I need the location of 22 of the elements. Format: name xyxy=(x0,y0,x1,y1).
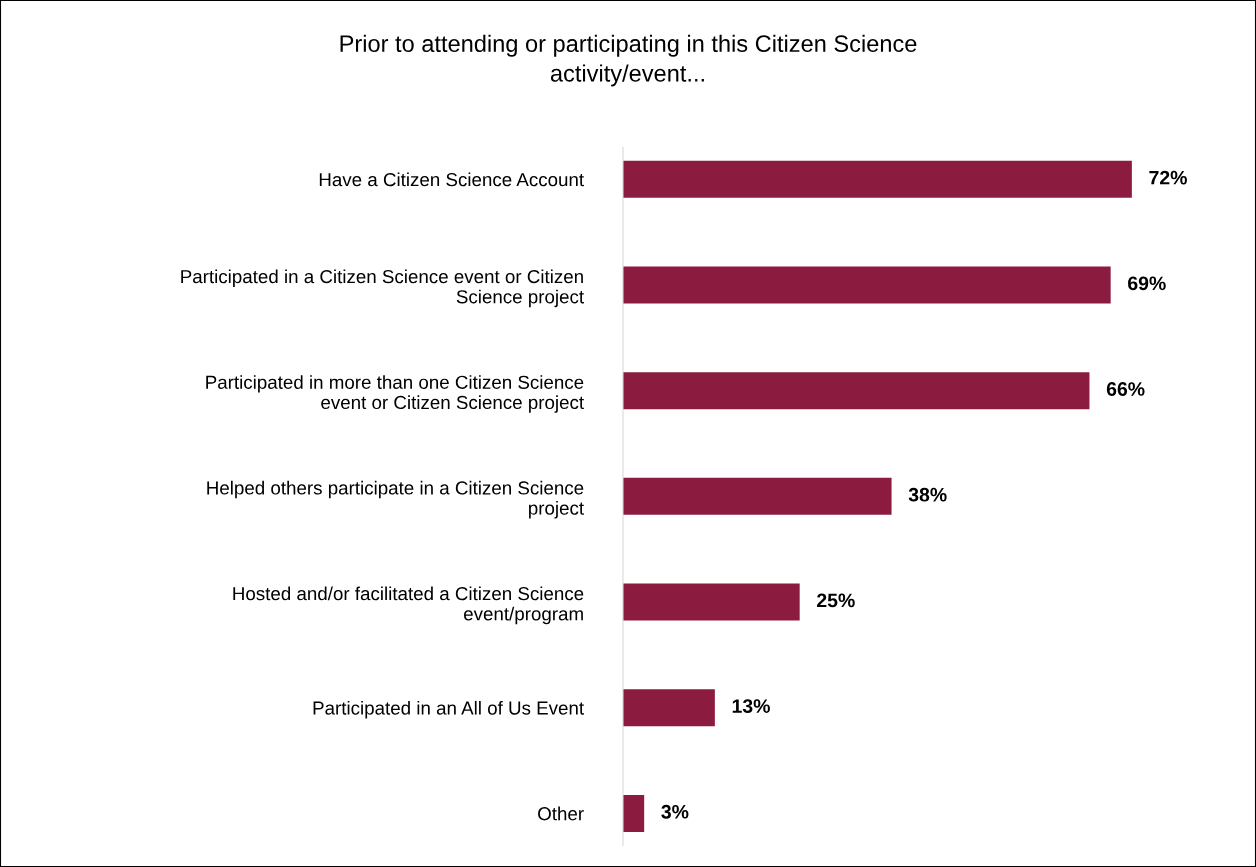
bar xyxy=(622,160,1132,198)
bar xyxy=(622,689,715,727)
data-label: 66% xyxy=(1106,382,1145,396)
data-label: 69% xyxy=(1128,276,1166,291)
bar xyxy=(622,372,1090,410)
data-label: 38% xyxy=(908,487,947,502)
y-tick-label: Participated in a Citizen Science event or Citizen Science project xyxy=(181,269,584,308)
y-tick-label: Helped others participate in a Citizen Science project xyxy=(207,480,584,519)
bar xyxy=(622,794,645,832)
data-label: 13% xyxy=(732,699,770,713)
bar xyxy=(622,583,800,621)
chart-title: Prior to attending or participating in this Citizen Science activity/event... xyxy=(340,34,917,87)
y-tick-label: Hosted and/or facilitated a Citizen Science event/program xyxy=(233,586,584,625)
data-label: 3% xyxy=(661,804,689,819)
data-label: 25% xyxy=(817,593,855,608)
bar xyxy=(622,266,1111,304)
y-tick-label: Other xyxy=(538,806,584,821)
bar xyxy=(622,477,892,515)
y-tick-label: Participated in an All of Us Event xyxy=(313,700,584,719)
y-tick-label: Have a Citizen Science Account xyxy=(319,172,584,187)
data-label: 72% xyxy=(1149,170,1187,185)
y-tick-label: Participated in more than one Citizen Science event or Citizen Science project xyxy=(206,375,584,413)
